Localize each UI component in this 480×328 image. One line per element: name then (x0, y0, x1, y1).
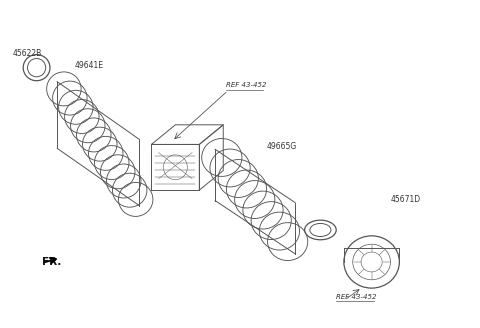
Text: 45671D: 45671D (391, 195, 421, 204)
Text: 49665G: 49665G (266, 142, 297, 151)
Text: REF 43-452: REF 43-452 (226, 82, 266, 88)
Text: REF 43-452: REF 43-452 (336, 294, 376, 299)
Text: 45622B: 45622B (12, 49, 42, 58)
Text: 49641E: 49641E (75, 61, 104, 70)
Text: FR.: FR. (42, 257, 62, 267)
